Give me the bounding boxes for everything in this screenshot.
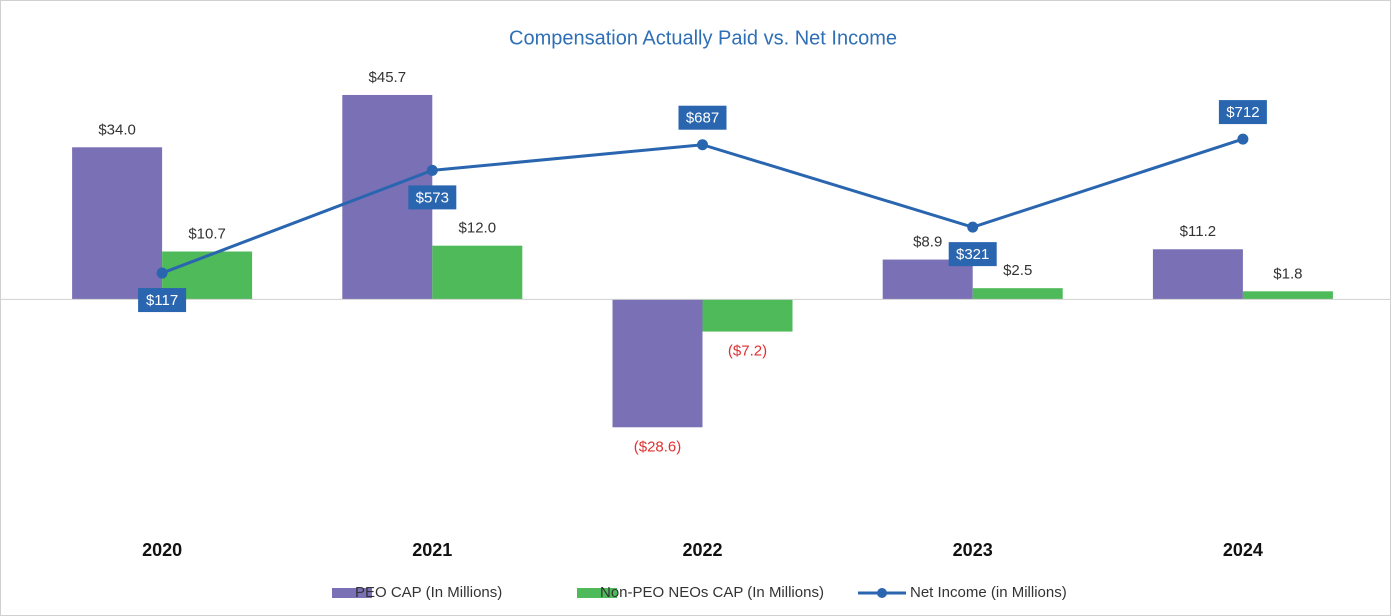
data-label: $8.9 (913, 234, 942, 251)
x-tick-label: 2023 (953, 540, 993, 560)
data-label: ($28.6) (634, 438, 682, 455)
label-box (1218, 100, 1267, 125)
data-label: $117 (146, 292, 178, 309)
data-label: $11.2 (1180, 223, 1216, 240)
x-tick-label: 2021 (412, 540, 452, 560)
data-label: $712 (1226, 104, 1259, 121)
x-tick-label: 2022 (682, 540, 722, 560)
label-box (948, 242, 997, 267)
data-label: $2.5 (1003, 262, 1032, 279)
data-label: ($7.2) (728, 343, 767, 360)
data-label: $573 (416, 189, 449, 206)
chart-title: Compensation Actually Paid vs. Net Incom… (509, 27, 897, 49)
line-point (426, 164, 438, 176)
line-point (156, 267, 168, 279)
label-box (408, 185, 457, 210)
bar (72, 147, 163, 300)
legend-label: Non-PEO NEOs CAP (In Millions) (600, 584, 824, 601)
line-point (1237, 133, 1249, 145)
legend-swatch (877, 588, 887, 598)
bar (702, 299, 793, 332)
legend-label: Net Income (in Millions) (910, 584, 1067, 601)
bar (1242, 291, 1333, 300)
line-point (967, 221, 979, 233)
legend-label: PEO CAP (In Millions) (355, 584, 502, 601)
x-tick-label: 2024 (1223, 540, 1263, 560)
label-box (138, 288, 187, 313)
data-label: $12.0 (459, 220, 497, 237)
data-label: $10.7 (188, 225, 226, 242)
data-label: $45.7 (369, 69, 407, 86)
legend-swatch (332, 588, 372, 598)
label-box (678, 105, 727, 130)
x-tick-label: 2020 (142, 540, 182, 560)
legend-swatch (577, 588, 617, 598)
bar (882, 259, 973, 300)
bar (972, 288, 1063, 300)
line-point (697, 139, 708, 151)
data-label: $321 (956, 246, 989, 263)
data-label: $687 (686, 110, 719, 127)
data-label: $1.8 (1273, 265, 1302, 282)
bar (612, 299, 703, 428)
data-label: $34.0 (98, 121, 136, 138)
bar (432, 245, 523, 300)
bar (1152, 249, 1243, 300)
